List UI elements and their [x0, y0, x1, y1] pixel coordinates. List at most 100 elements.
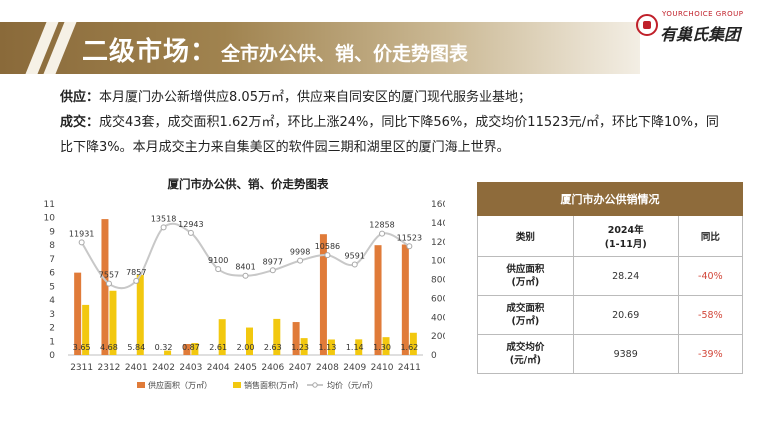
legend-label-price: 均价（元/㎡）	[327, 380, 378, 390]
row-label: 成交均价 (元/㎡)	[477, 334, 574, 374]
sales-bar	[382, 337, 390, 355]
supply-bar	[374, 245, 382, 355]
table-row: 供应面积 (万㎡) 28.24 -40%	[477, 256, 744, 296]
x-tick-label: 2312	[98, 363, 121, 373]
sales-bar	[191, 343, 199, 355]
supply-sales-table: 厦门市办公供销情况 类别 2024年 (1-11月) 同比 供应面积 (万㎡) 28.…	[477, 182, 744, 374]
logo-english: YOURCHOICE GROUP	[662, 10, 744, 18]
table-header-yoy: 同比	[677, 215, 744, 257]
supply-summary: 供应：本月厦门办公新增供应8.05万㎡，供应来自同安区的厦门现代服务业基地；	[60, 85, 740, 110]
row-yoy: -40%	[677, 256, 744, 296]
chart-title: 厦门市办公供、销、价走势图表	[167, 177, 329, 191]
x-tick-label: 2311	[70, 363, 93, 373]
price-point	[269, 267, 276, 274]
y-left-tick-label: 4	[49, 296, 55, 306]
price-point	[351, 261, 358, 268]
price-data-label: 11523	[397, 233, 422, 242]
sales-data-label: 0.32	[155, 343, 173, 352]
y-left-tick-label: 2	[49, 324, 55, 334]
deal-summary: 成交：成交43套，成交面积1.62万㎡，环比上涨24%，同比下降56%，成交均价…	[60, 110, 730, 160]
row-value: 28.24	[572, 256, 679, 296]
sales-data-label: 3.65	[73, 343, 91, 352]
supply-bar	[292, 322, 300, 355]
price-data-label: 13518	[151, 214, 176, 223]
supply-bar	[183, 344, 191, 355]
logo-chinese: 有巢氏集团	[660, 25, 741, 44]
supply-bar	[74, 272, 82, 355]
supply-label: 供应：	[60, 90, 100, 105]
page-title: 二级市场： 全市办公供、销、价走势图表	[82, 22, 468, 74]
price-data-label: 11931	[69, 229, 94, 238]
y-left-tick-label: 10	[44, 214, 56, 224]
y-right-tick-label: 2000	[431, 332, 445, 342]
price-data-label: 9591	[345, 251, 365, 260]
sales-bar	[136, 274, 144, 355]
sales-bar	[327, 339, 335, 355]
sales-bar	[300, 338, 308, 355]
price-point	[105, 280, 112, 287]
sales-data-label: 1.14	[346, 343, 364, 352]
x-tick-label: 2410	[371, 363, 394, 373]
sales-bar	[218, 319, 226, 355]
price-data-label: 12943	[178, 220, 203, 229]
y-left-tick-label: 5	[49, 282, 55, 292]
row-value: 9389	[572, 334, 679, 374]
legend-swatch-supply	[137, 382, 145, 388]
x-tick-label: 2402	[152, 363, 175, 373]
legend-label-sales: 销售面积(万㎡)	[244, 380, 298, 390]
page-title-main: 二级市场：	[82, 37, 218, 67]
x-tick-label: 2408	[316, 363, 339, 373]
price-point	[324, 252, 331, 259]
price-data-label: 7557	[99, 271, 119, 280]
price-data-label: 9100	[208, 256, 228, 265]
sales-bar	[82, 304, 90, 355]
x-tick-label: 2411	[398, 363, 421, 373]
y-right-tick-label: 8000	[431, 276, 445, 286]
price-point	[133, 277, 140, 284]
x-tick-label: 2406	[261, 363, 284, 373]
legend-marker-price	[312, 382, 318, 388]
supply-text: 本月厦门办公新增供应8.05万㎡，供应来自同安区的厦门现代服务业基地；	[99, 90, 531, 105]
y-right-tick-label: 12000	[431, 238, 445, 248]
price-point	[379, 230, 386, 237]
trend-chart: 0 1 2 3 4 5 6 7 8 9 10 11 0 2000 4000 6000 8000 10000 1200…	[44, 200, 445, 390]
table-row: 成交均价 (元/㎡) 9389 -39%	[477, 334, 744, 374]
page-title-sub: 全市办公供、销、价走势图表	[221, 43, 469, 65]
sales-bar	[246, 327, 253, 355]
price-point	[187, 229, 194, 236]
price-data-label: 7857	[126, 268, 146, 277]
deal-label: 成交：	[60, 115, 100, 130]
y-right-tick-label: 10000	[431, 257, 445, 267]
y-right-tick-label: 6000	[431, 294, 445, 304]
sales-data-label: 2.61	[209, 343, 227, 352]
price-data-label: 8401	[235, 263, 255, 272]
supply-bar	[401, 244, 409, 355]
x-tick-label: 2403	[179, 363, 202, 373]
title-banner: 二级市场： 全市办公供、销、价走势图表	[0, 22, 640, 74]
sales-data-label: 0.87	[182, 343, 200, 352]
price-data-label: 9998	[290, 248, 310, 257]
row-label: 成交面积 (万㎡)	[477, 295, 574, 335]
y-left-tick-label: 3	[49, 310, 55, 320]
price-data-label: 8977	[263, 257, 283, 266]
company-logo: YOURCHOICE GROUP 有巢氏集团	[636, 8, 756, 48]
row-yoy: -39%	[677, 334, 744, 374]
sales-bar	[355, 339, 363, 355]
sales-data-label: 1.62	[400, 343, 418, 352]
y-right-tick-label: 0	[431, 351, 437, 361]
y-right-tick-label: 14000	[431, 219, 445, 229]
price-point	[242, 272, 249, 279]
supply-bar	[101, 219, 109, 355]
logo-mark	[636, 14, 658, 36]
sales-data-label: 1.23	[291, 343, 309, 352]
supply-bar	[319, 234, 327, 355]
price-point	[297, 257, 304, 264]
legend-swatch-sales	[233, 382, 241, 388]
y-right-tick-label: 16000	[431, 200, 445, 210]
y-left-tick-label: 1	[49, 337, 55, 347]
y-left-tick-label: 11	[44, 200, 55, 210]
sales-data-label: 2.00	[237, 343, 255, 352]
y-right-tick-label: 4000	[431, 313, 445, 323]
row-yoy: -58%	[677, 295, 744, 335]
sales-bar	[109, 290, 117, 355]
